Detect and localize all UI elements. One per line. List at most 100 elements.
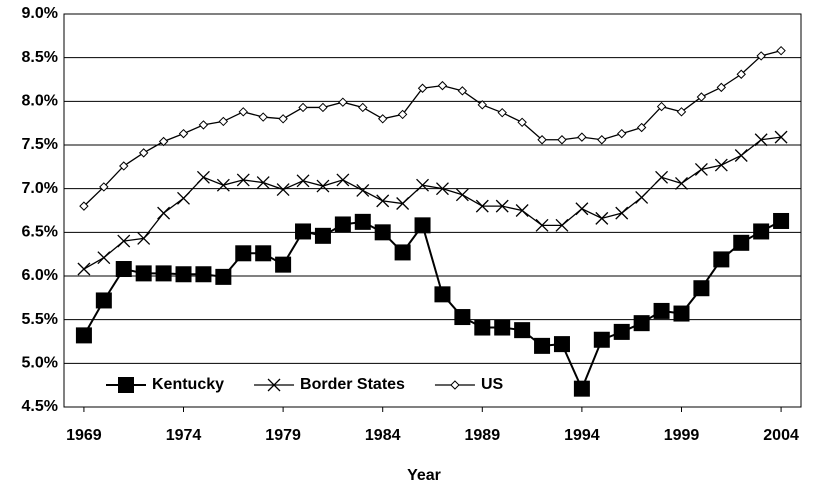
y-tick-label: 6.0% xyxy=(22,267,58,284)
marker xyxy=(414,217,431,234)
marker xyxy=(597,135,607,145)
legend-item: Kentucky xyxy=(106,376,224,393)
marker xyxy=(756,51,766,61)
marker xyxy=(138,148,149,158)
marker xyxy=(636,122,647,133)
marker xyxy=(713,251,730,268)
marker xyxy=(236,173,250,187)
marker xyxy=(557,135,567,145)
marker xyxy=(535,218,549,232)
marker xyxy=(235,245,252,262)
marker xyxy=(334,216,351,233)
marker xyxy=(77,262,91,276)
marker xyxy=(653,302,670,319)
marker xyxy=(175,266,192,283)
marker xyxy=(534,337,551,354)
marker xyxy=(117,234,131,248)
legend-item: Border States xyxy=(254,376,405,393)
marker xyxy=(734,149,748,162)
legend-box xyxy=(94,371,564,399)
marker xyxy=(454,309,471,326)
marker xyxy=(198,120,209,130)
marker xyxy=(595,211,609,225)
marker xyxy=(354,213,371,230)
x-axis-title: Year xyxy=(407,467,441,484)
marker xyxy=(515,204,529,217)
x-tick-label: 1974 xyxy=(166,427,202,444)
marker xyxy=(733,234,750,251)
marker xyxy=(714,158,728,172)
marker xyxy=(295,223,312,240)
marker xyxy=(135,265,152,282)
marker xyxy=(754,133,768,147)
marker xyxy=(495,199,509,213)
marker xyxy=(673,305,690,322)
marker xyxy=(514,322,531,339)
marker xyxy=(276,183,290,196)
legend-label: US xyxy=(481,376,504,393)
marker xyxy=(497,107,507,118)
x-tick-label: 2004 xyxy=(763,427,799,444)
marker xyxy=(397,109,408,120)
marker xyxy=(119,161,129,171)
marker xyxy=(316,179,330,193)
marker xyxy=(753,223,770,240)
marker xyxy=(477,100,488,110)
y-tick-label: 8.5% xyxy=(22,49,58,66)
marker xyxy=(256,176,270,190)
y-tick-label: 4.5% xyxy=(22,398,58,415)
marker xyxy=(773,212,790,229)
marker xyxy=(376,194,390,208)
marker xyxy=(633,315,650,332)
marker xyxy=(336,173,350,187)
legend: Kentucky Border States US xyxy=(94,371,564,399)
marker xyxy=(137,231,151,245)
marker xyxy=(635,190,649,204)
marker xyxy=(435,182,449,196)
marker xyxy=(613,323,630,340)
legend-label: Border States xyxy=(300,376,405,393)
marker xyxy=(615,206,629,220)
marker xyxy=(216,178,230,192)
y-tick-label: 7.0% xyxy=(22,180,58,197)
marker xyxy=(178,128,189,139)
marker xyxy=(158,136,169,147)
marker xyxy=(434,286,451,303)
marker xyxy=(358,102,368,113)
marker xyxy=(215,268,232,285)
legend-item: US xyxy=(434,376,504,393)
marker xyxy=(573,380,590,397)
marker xyxy=(75,327,92,344)
marker xyxy=(374,224,391,241)
x-tick-label: 1989 xyxy=(465,427,501,444)
marker xyxy=(298,102,308,113)
marker xyxy=(437,80,448,91)
marker xyxy=(555,218,569,232)
marker xyxy=(218,116,229,127)
marker xyxy=(396,197,410,210)
series-line xyxy=(83,50,782,207)
marker xyxy=(736,69,746,79)
marker xyxy=(455,188,469,202)
marker xyxy=(694,162,708,176)
y-tick-label: 9.0% xyxy=(22,5,58,22)
plot-frame xyxy=(63,13,802,408)
marker xyxy=(457,86,468,96)
marker xyxy=(716,82,727,93)
marker xyxy=(155,265,172,282)
marker xyxy=(475,199,489,213)
marker xyxy=(177,191,190,205)
marker xyxy=(517,117,527,128)
x-tick-label: 1969 xyxy=(66,427,102,444)
marker xyxy=(356,183,370,197)
legend-label: Kentucky xyxy=(152,376,224,393)
marker xyxy=(275,256,292,273)
marker xyxy=(278,114,288,124)
marker xyxy=(655,170,669,184)
marker xyxy=(115,261,132,278)
marker xyxy=(296,174,310,188)
marker xyxy=(314,227,331,244)
y-tick-label: 6.5% xyxy=(22,224,58,241)
x-tick-label: 1984 xyxy=(365,427,401,444)
